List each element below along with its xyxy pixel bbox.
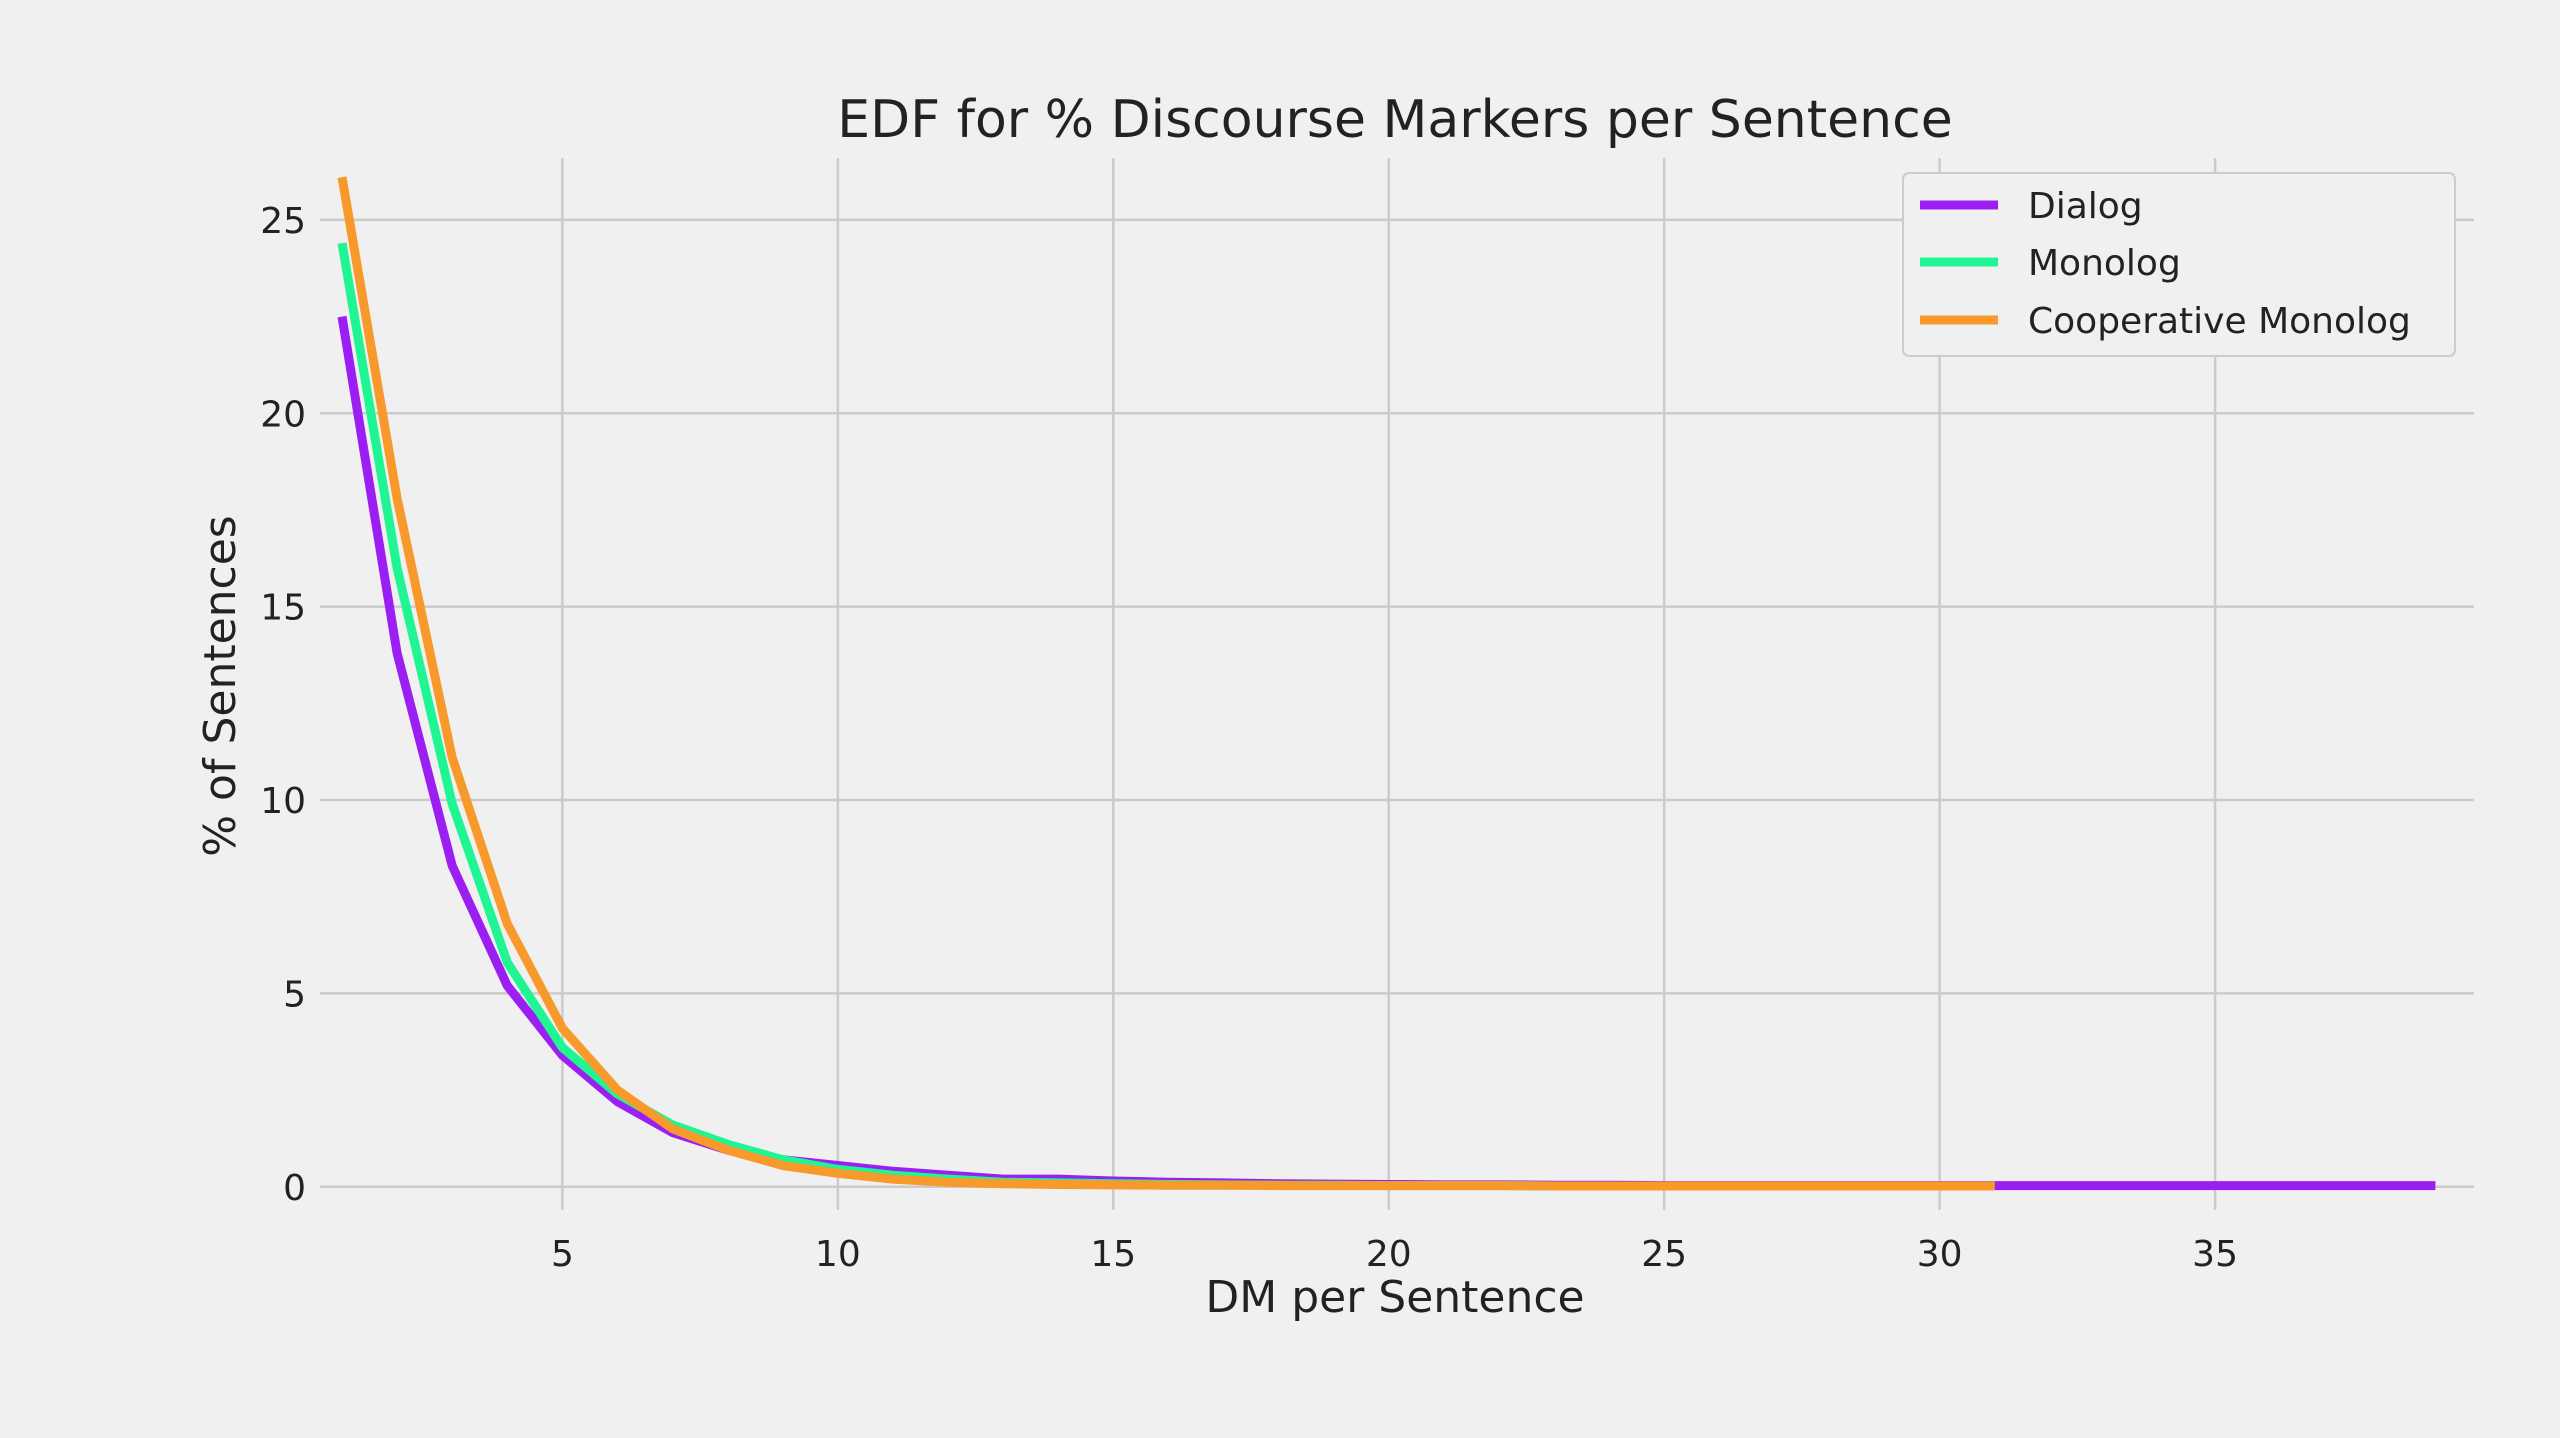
legend-label-dialog: Dialog <box>2028 186 2143 227</box>
tick-labels: 5 10 15 20 25 30 35 0 5 10 15 20 25 <box>260 201 2238 1275</box>
legend: Dialog Monolog Cooperative Monolog <box>1902 172 2456 357</box>
gridlines <box>320 158 2474 1210</box>
series-line-cooperative-monolog <box>337 176 1995 1191</box>
legend-box <box>1902 172 2456 357</box>
x-tick-label-30: 30 <box>1917 1234 1963 1275</box>
y-tick-label-15: 15 <box>260 588 306 629</box>
x-tick-label-20: 20 <box>1366 1234 1412 1275</box>
x-tick-label-35: 35 <box>2192 1234 2238 1275</box>
series-lines <box>337 176 2436 1191</box>
x-tick-label-25: 25 <box>1641 1234 1687 1275</box>
legend-label-cooperative-monolog: Cooperative Monolog <box>2028 301 2411 342</box>
x-tick-label-5: 5 <box>551 1234 574 1275</box>
y-tick-label-0: 0 <box>283 1168 306 1209</box>
legend-label-monolog: Monolog <box>2028 243 2181 284</box>
y-tick-label-25: 25 <box>260 201 306 242</box>
x-axis-label: DM per Sentence <box>1205 1272 1584 1323</box>
chart-title: EDF for % Discourse Markers per Sentence <box>837 90 1952 150</box>
x-tick-label-10: 10 <box>815 1234 861 1275</box>
y-tick-label-20: 20 <box>260 394 306 435</box>
x-tick-label-15: 15 <box>1090 1234 1136 1275</box>
y-axis-label: % of Sentences <box>195 515 246 856</box>
y-tick-label-5: 5 <box>283 974 306 1015</box>
y-tick-label-10: 10 <box>260 781 306 822</box>
